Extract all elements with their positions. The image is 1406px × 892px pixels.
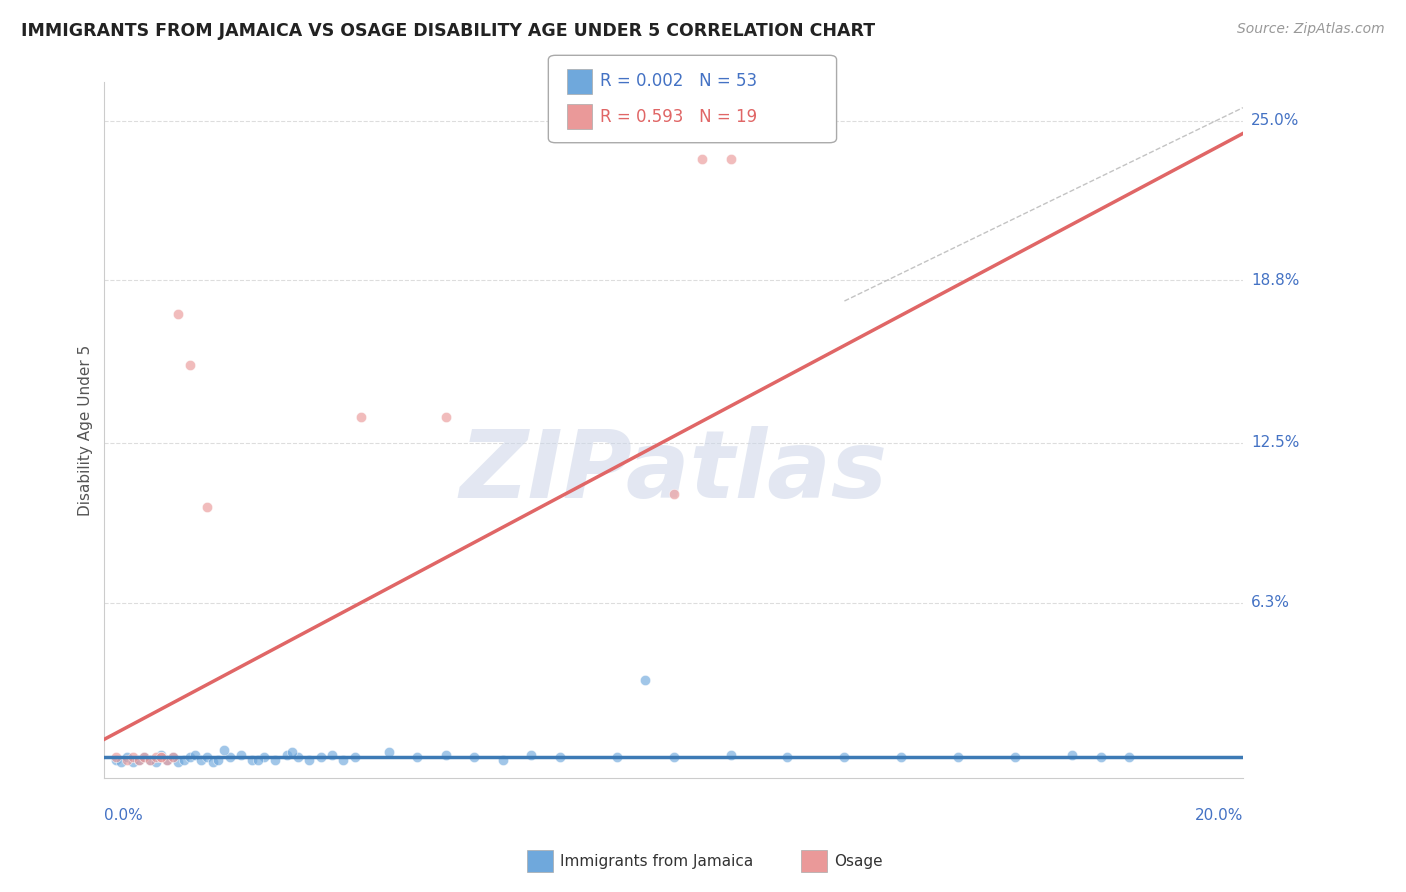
Text: 20.0%: 20.0%	[1195, 808, 1243, 823]
Point	[167, 307, 190, 321]
Text: IMMIGRANTS FROM JAMAICA VS OSAGE DISABILITY AGE UNDER 5 CORRELATION CHART: IMMIGRANTS FROM JAMAICA VS OSAGE DISABIL…	[21, 22, 875, 40]
Point	[150, 750, 173, 764]
Point	[134, 750, 156, 764]
Point	[115, 753, 138, 767]
Point	[434, 410, 457, 425]
Point	[434, 747, 457, 762]
Point	[298, 753, 321, 767]
Point	[1090, 750, 1112, 764]
Point	[1118, 750, 1140, 764]
Text: Immigrants from Jamaica: Immigrants from Jamaica	[560, 855, 752, 869]
Text: R = 0.593   N = 19: R = 0.593 N = 19	[600, 108, 758, 126]
Y-axis label: Disability Age Under 5: Disability Age Under 5	[79, 344, 93, 516]
Point	[492, 753, 515, 767]
Point	[662, 487, 685, 501]
Point	[406, 750, 429, 764]
Point	[890, 750, 912, 764]
Text: 18.8%: 18.8%	[1251, 273, 1299, 288]
Point	[195, 500, 218, 515]
Point	[548, 750, 571, 764]
Point	[162, 750, 184, 764]
Point	[156, 753, 179, 767]
Point	[662, 750, 685, 764]
Point	[115, 750, 138, 764]
Point	[349, 410, 371, 425]
Point	[145, 756, 167, 770]
Point	[212, 742, 235, 756]
Text: Source: ZipAtlas.com: Source: ZipAtlas.com	[1237, 22, 1385, 37]
Point	[520, 747, 543, 762]
Point	[1062, 747, 1084, 762]
Text: 6.3%: 6.3%	[1251, 595, 1291, 610]
Point	[104, 753, 127, 767]
Point	[167, 756, 190, 770]
Point	[139, 753, 162, 767]
Point	[720, 747, 742, 762]
Text: R = 0.002   N = 53: R = 0.002 N = 53	[600, 72, 758, 90]
Point	[378, 745, 401, 759]
Point	[201, 756, 224, 770]
Point	[150, 747, 173, 762]
Point	[1004, 750, 1026, 764]
Point	[281, 745, 304, 759]
Point	[343, 750, 366, 764]
Point	[776, 750, 799, 764]
Point	[948, 750, 970, 764]
Point	[134, 750, 156, 764]
Point	[184, 747, 207, 762]
Point	[720, 153, 742, 167]
Point	[156, 753, 179, 767]
Point	[195, 750, 218, 764]
Point	[179, 359, 201, 373]
Point	[309, 750, 332, 764]
Point	[190, 753, 212, 767]
Point	[128, 753, 150, 767]
Point	[834, 750, 856, 764]
Point	[247, 753, 270, 767]
Point	[276, 747, 298, 762]
Point	[287, 750, 309, 764]
Point	[128, 753, 150, 767]
Point	[606, 750, 628, 764]
Point	[218, 750, 240, 764]
Point	[264, 753, 287, 767]
Text: 12.5%: 12.5%	[1251, 435, 1299, 450]
Point	[139, 753, 162, 767]
Point	[463, 750, 485, 764]
Point	[690, 153, 713, 167]
Point	[229, 747, 252, 762]
Point	[242, 753, 264, 767]
Point	[634, 673, 657, 687]
Point	[104, 750, 127, 764]
Point	[173, 753, 195, 767]
Point	[110, 756, 132, 770]
Point	[332, 753, 354, 767]
Point	[179, 750, 201, 764]
Point	[150, 750, 173, 764]
Point	[121, 750, 143, 764]
Text: ZIPatlas: ZIPatlas	[460, 425, 887, 517]
Text: Osage: Osage	[834, 855, 883, 869]
Point	[207, 753, 229, 767]
Point	[253, 750, 276, 764]
Text: 0.0%: 0.0%	[104, 808, 143, 823]
Point	[121, 756, 143, 770]
Point	[145, 750, 167, 764]
Point	[162, 750, 184, 764]
Text: 25.0%: 25.0%	[1251, 113, 1299, 128]
Point	[321, 747, 343, 762]
